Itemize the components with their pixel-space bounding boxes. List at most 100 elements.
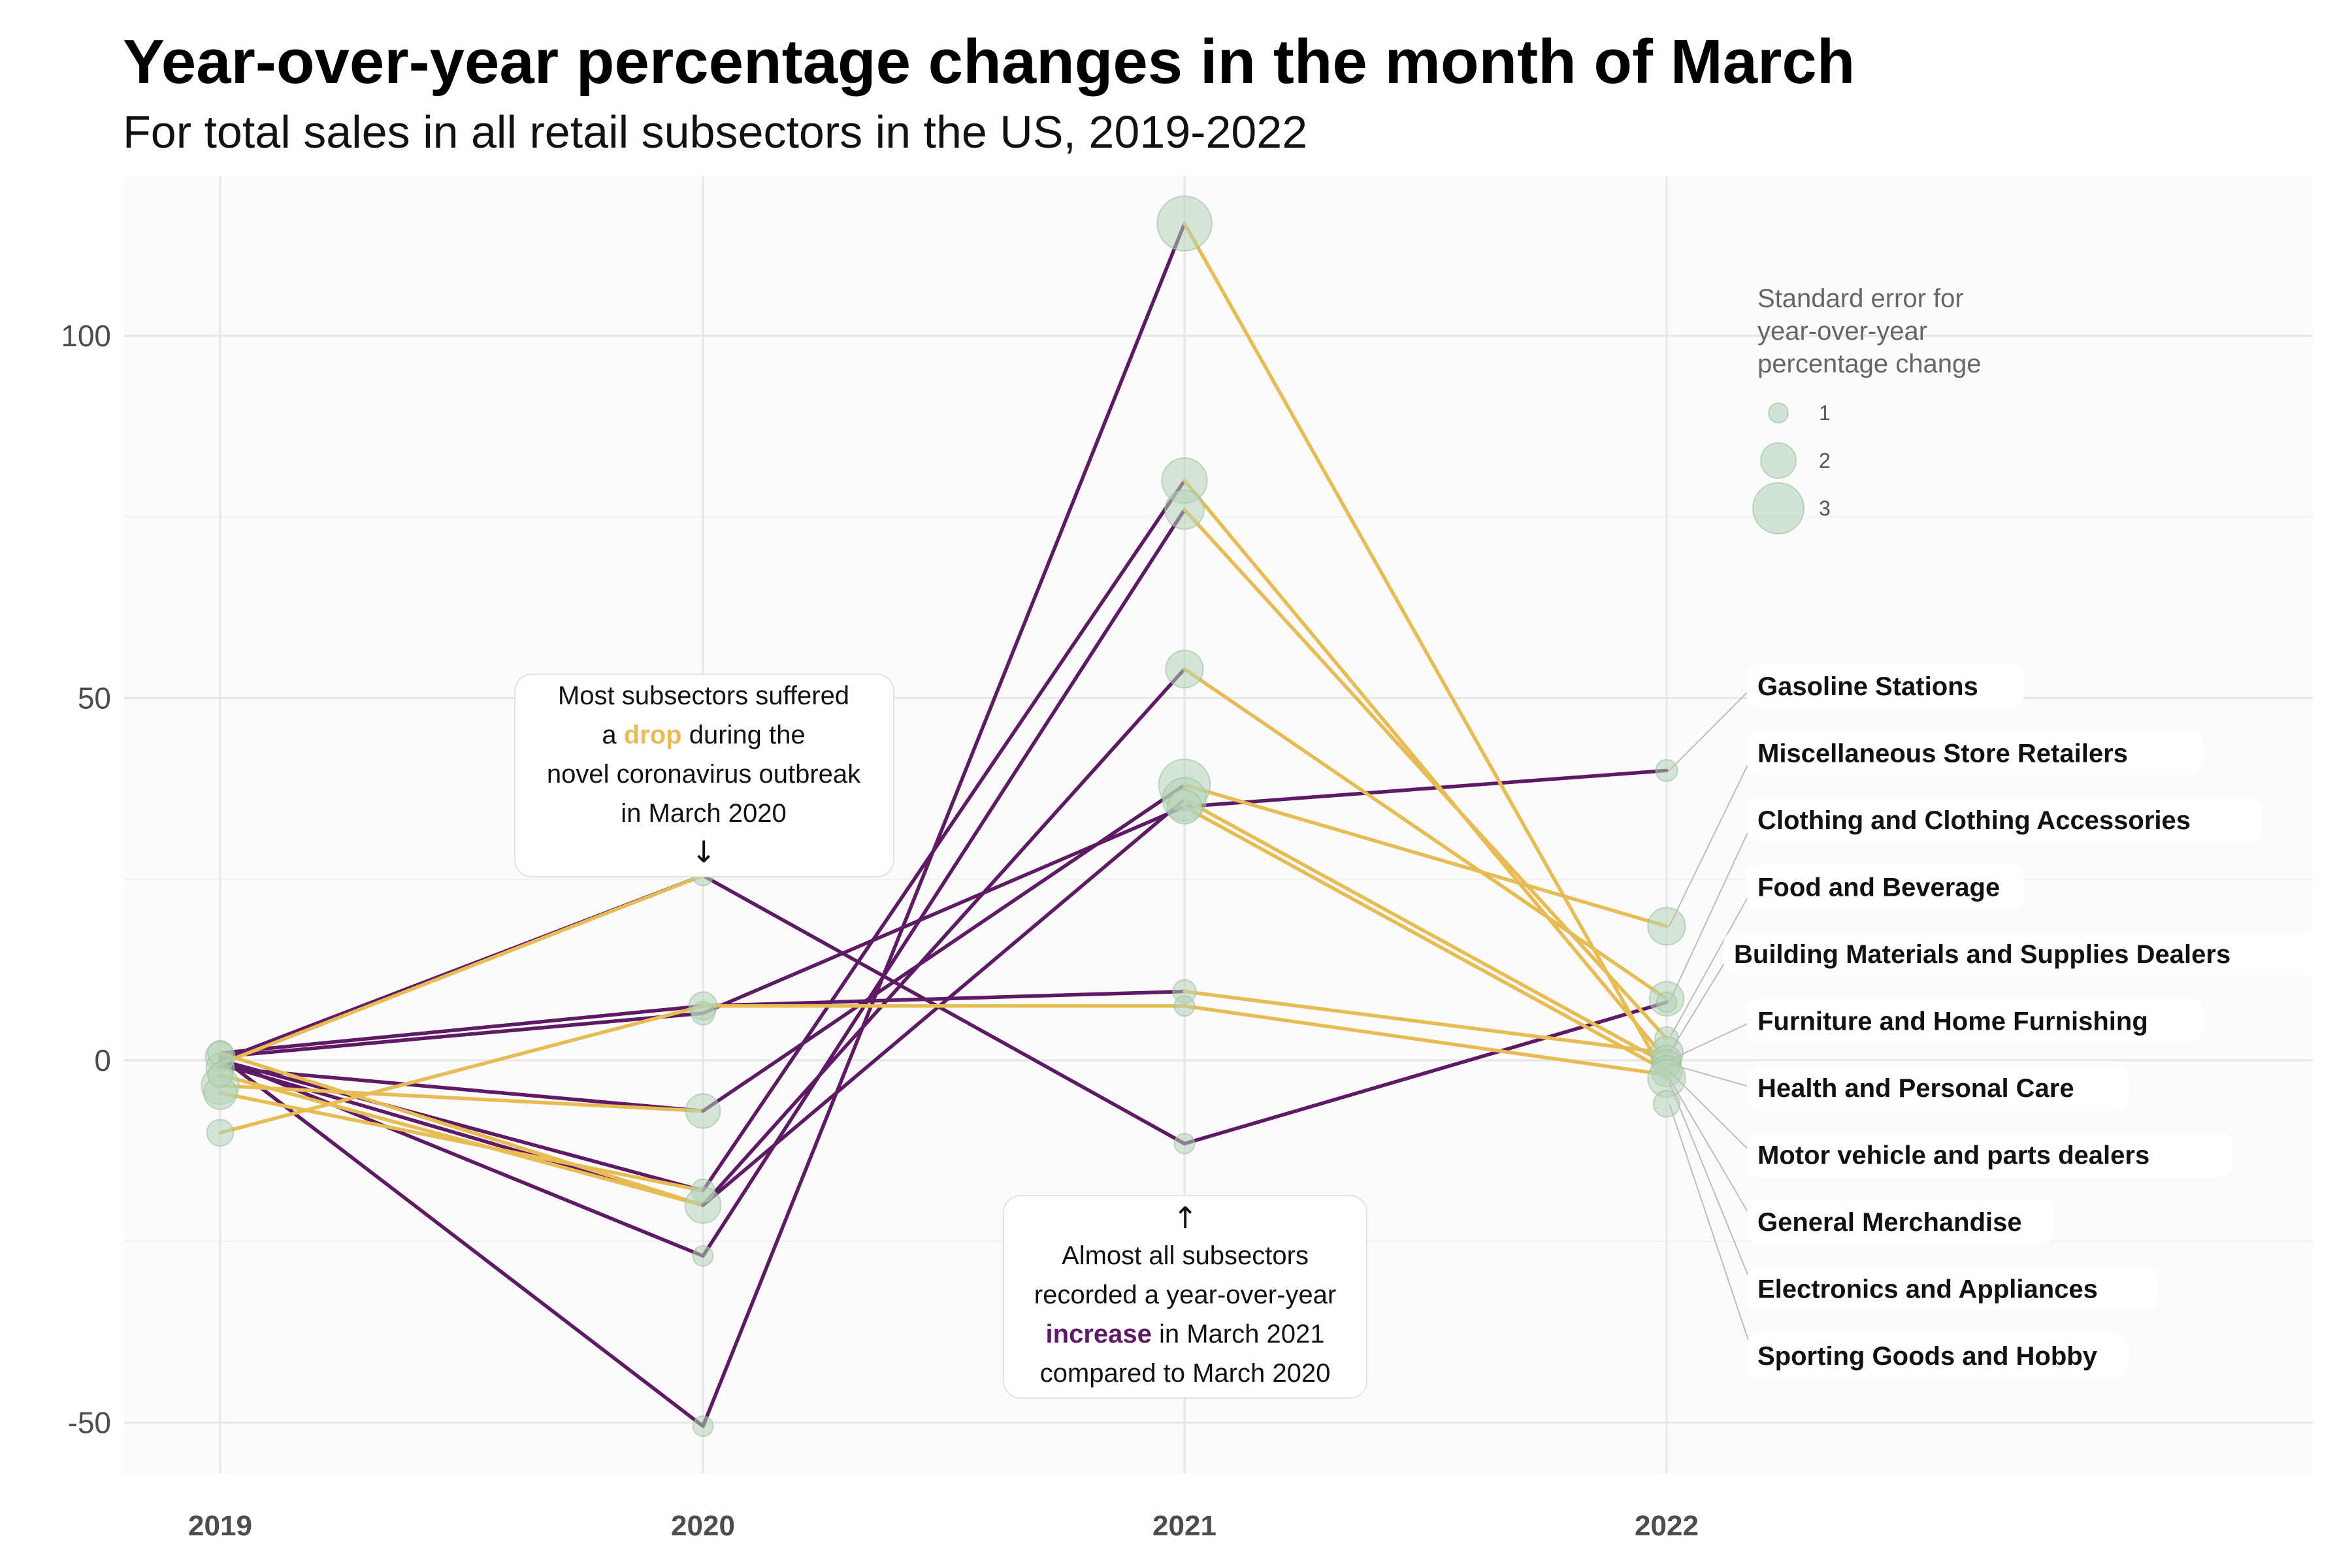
subsector-label: Sporting Goods and Hobby (1757, 1342, 2098, 1371)
subsector-label: Motor vehicle and parts dealers (1757, 1141, 2149, 1170)
annotation-text: Almost all subsectors (1062, 1241, 1309, 1270)
data-point (691, 1001, 715, 1026)
data-point (684, 1186, 722, 1224)
data-point (207, 1062, 233, 1088)
line-segment-drop (1183, 508, 1669, 1041)
data-point (1156, 195, 1213, 252)
legend: Standard error for year-over-year percenta… (1752, 284, 1982, 534)
legend-title: percentage change (1757, 350, 1982, 378)
line-segment-drop (1183, 479, 1669, 1062)
annotation-increase: ↑ Almost all subsectors recorded a year-ov… (1003, 1195, 1367, 1399)
series-lines (218, 221, 1669, 1428)
annotation-arrow: ↑ (1173, 1200, 1198, 1235)
legend-title: year-over-year (1757, 317, 1927, 346)
subsector-label: Electronics and Appliances (1757, 1275, 2098, 1304)
annotation-text: recorded a year-over-year (1034, 1281, 1336, 1309)
line-segment-drop (1183, 805, 1669, 1073)
data-point (1655, 759, 1678, 782)
data-point (692, 1245, 714, 1267)
line-segment-drop (1183, 1004, 1669, 1077)
line-segment-increase (218, 1011, 705, 1059)
subsector-label: Furniture and Home Furnishing (1757, 1007, 2148, 1036)
label-leader-line (1669, 1103, 1754, 1356)
annotation-box (514, 674, 894, 877)
label-background (1723, 932, 2328, 976)
annotation-text: increase in March 2021 (1046, 1320, 1325, 1348)
label-background (1747, 1066, 2129, 1110)
subsector-label: Building Materials and Supplies Dealers (1734, 940, 2230, 969)
annotation-box (1003, 1195, 1367, 1399)
data-point (1164, 489, 1205, 530)
annotation-text: Most subsectors suffered (558, 681, 849, 710)
label-background (1747, 864, 2024, 909)
x-tick-label: 2020 (671, 1510, 735, 1542)
annotation-drop: Most subsectors suffered a drop during th… (514, 674, 894, 877)
line-segment-increase (701, 221, 1186, 1428)
data-point (206, 1119, 235, 1147)
label-background (1747, 1132, 2232, 1177)
chart-title: Year-over-year percentage changes in the… (123, 27, 1855, 97)
legend-key (1768, 402, 1789, 423)
label-leader-line (1669, 685, 1754, 772)
legend-title: Standard error for (1757, 284, 1964, 313)
subsector-label: Miscellaneous Store Retailers (1757, 740, 2128, 768)
label-background (1747, 664, 2024, 708)
line-segment-drop (1183, 221, 1669, 1081)
label-background (1747, 730, 2203, 776)
label-leader-line (1669, 1020, 1754, 1061)
data-point (1173, 995, 1196, 1017)
line-segment-drop (218, 1083, 705, 1113)
x-tick-label: 2022 (1635, 1510, 1699, 1542)
legend-key (1760, 442, 1797, 479)
x-tick-label: 2021 (1152, 1510, 1217, 1542)
label-leader-line (1669, 753, 1754, 927)
data-point (685, 1093, 721, 1129)
line-segment-drop (218, 1073, 705, 1207)
line-segment-increase (218, 1058, 705, 1193)
line-segment-increase (701, 508, 1186, 1258)
label-leader-line (1669, 1081, 1754, 1289)
y-tick-label: 0 (94, 1043, 111, 1077)
line-segment-drop (218, 1004, 705, 1135)
line-segment-increase (701, 479, 1186, 1193)
data-point (692, 1415, 714, 1437)
label-background (1747, 1266, 2158, 1311)
line-segment-drop (1183, 783, 1669, 928)
line-segment-drop (1183, 989, 1669, 1055)
line-segment-increase (218, 1054, 705, 1428)
legend-label: 2 (1819, 449, 1831, 472)
line-segment-increase (701, 874, 1186, 1146)
label-background (1747, 998, 2203, 1043)
line-segment-increase (218, 1056, 705, 1258)
line-segment-drop (1183, 667, 1669, 1001)
subsector-label: Gasoline Stations (1757, 672, 1978, 701)
data-point (1165, 649, 1204, 689)
legend-label: 3 (1819, 497, 1831, 520)
legend-key (1752, 482, 1805, 534)
line-segment-increase (218, 1066, 705, 1113)
label-leader-line (1669, 819, 1754, 1003)
label-leader-line (1669, 1063, 1754, 1088)
data-point (1656, 991, 1678, 1013)
line-segment-increase (701, 989, 1186, 1008)
label-background (1747, 798, 2262, 842)
line-segment-increase (1183, 768, 1669, 809)
label-background (1747, 1333, 2129, 1378)
line-segment-increase (218, 1004, 705, 1055)
line-segment-increase (701, 797, 1186, 1207)
subsector-labels: Gasoline Stations Miscellaneous Store Ret… (1669, 664, 2328, 1378)
line-segment-increase (701, 667, 1186, 1207)
y-tick-label: 100 (61, 319, 111, 353)
annotation-text: novel coronavirus outbreak (547, 760, 861, 789)
data-point (1173, 1133, 1196, 1154)
y-tick-label: -50 (68, 1405, 111, 1439)
subsector-label: General Merchandise (1757, 1208, 2022, 1237)
y-tick-label: 50 (78, 681, 111, 715)
line-segment-drop (218, 1051, 705, 1207)
chart-subtitle: For total sales in all retail subsectors… (123, 106, 1308, 157)
data-point (1647, 907, 1686, 946)
data-point (1166, 789, 1203, 825)
legend-label: 1 (1819, 401, 1831, 425)
